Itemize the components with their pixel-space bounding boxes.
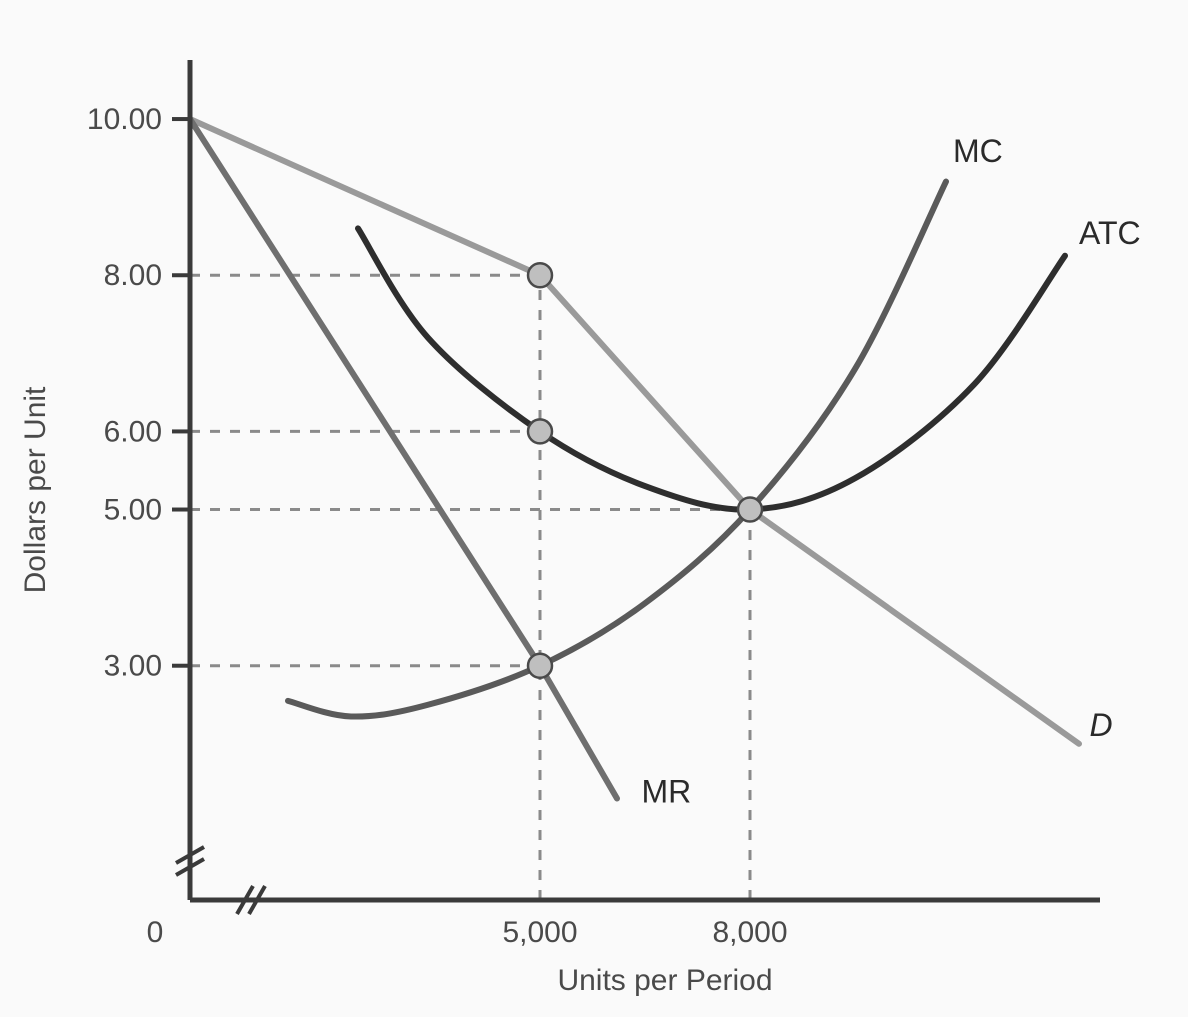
- x-tick-label: 5,000: [502, 916, 577, 949]
- y-tick-label: 3.00: [104, 650, 162, 683]
- chart-svg: 3.00 5.00 6.00 8.00 10.00 0 5,000 8,000 Units pe…: [0, 0, 1188, 1017]
- atc-label: ATC: [1079, 215, 1141, 251]
- x-tick-label: 8,000: [712, 916, 787, 949]
- y-tick-label: 6.00: [104, 415, 162, 448]
- y-tick-label: 10.00: [87, 103, 162, 136]
- d-label: D: [1090, 707, 1113, 743]
- intersection-point: [528, 654, 552, 678]
- y-tick-label: 5.00: [104, 494, 162, 527]
- intersection-point: [528, 263, 552, 287]
- y-axis-label: Dollars per Unit: [19, 386, 52, 593]
- x-tick-label: 0: [147, 916, 164, 949]
- x-axis-label: Units per Period: [557, 964, 772, 997]
- econ-chart: 3.00 5.00 6.00 8.00 10.00 0 5,000 8,000 Units pe…: [0, 0, 1188, 1017]
- intersection-point: [528, 419, 552, 443]
- mr-label: MR: [642, 773, 692, 809]
- mc-label: MC: [953, 133, 1003, 169]
- y-tick-label: 8.00: [104, 259, 162, 292]
- intersection-point: [738, 498, 762, 522]
